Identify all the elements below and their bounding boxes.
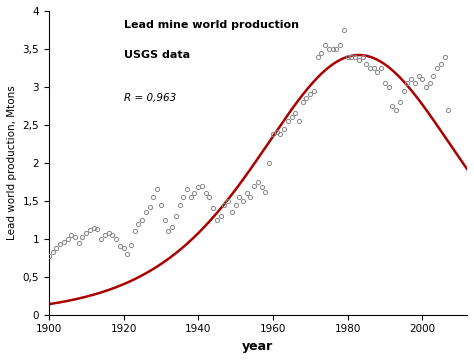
X-axis label: year: year bbox=[242, 340, 273, 353]
Y-axis label: Lead world production, Mtons: Lead world production, Mtons bbox=[7, 85, 17, 240]
Text: Lead mine world production: Lead mine world production bbox=[124, 20, 299, 30]
Text: R = 0,963: R = 0,963 bbox=[124, 93, 176, 103]
Text: USGS data: USGS data bbox=[124, 50, 190, 60]
